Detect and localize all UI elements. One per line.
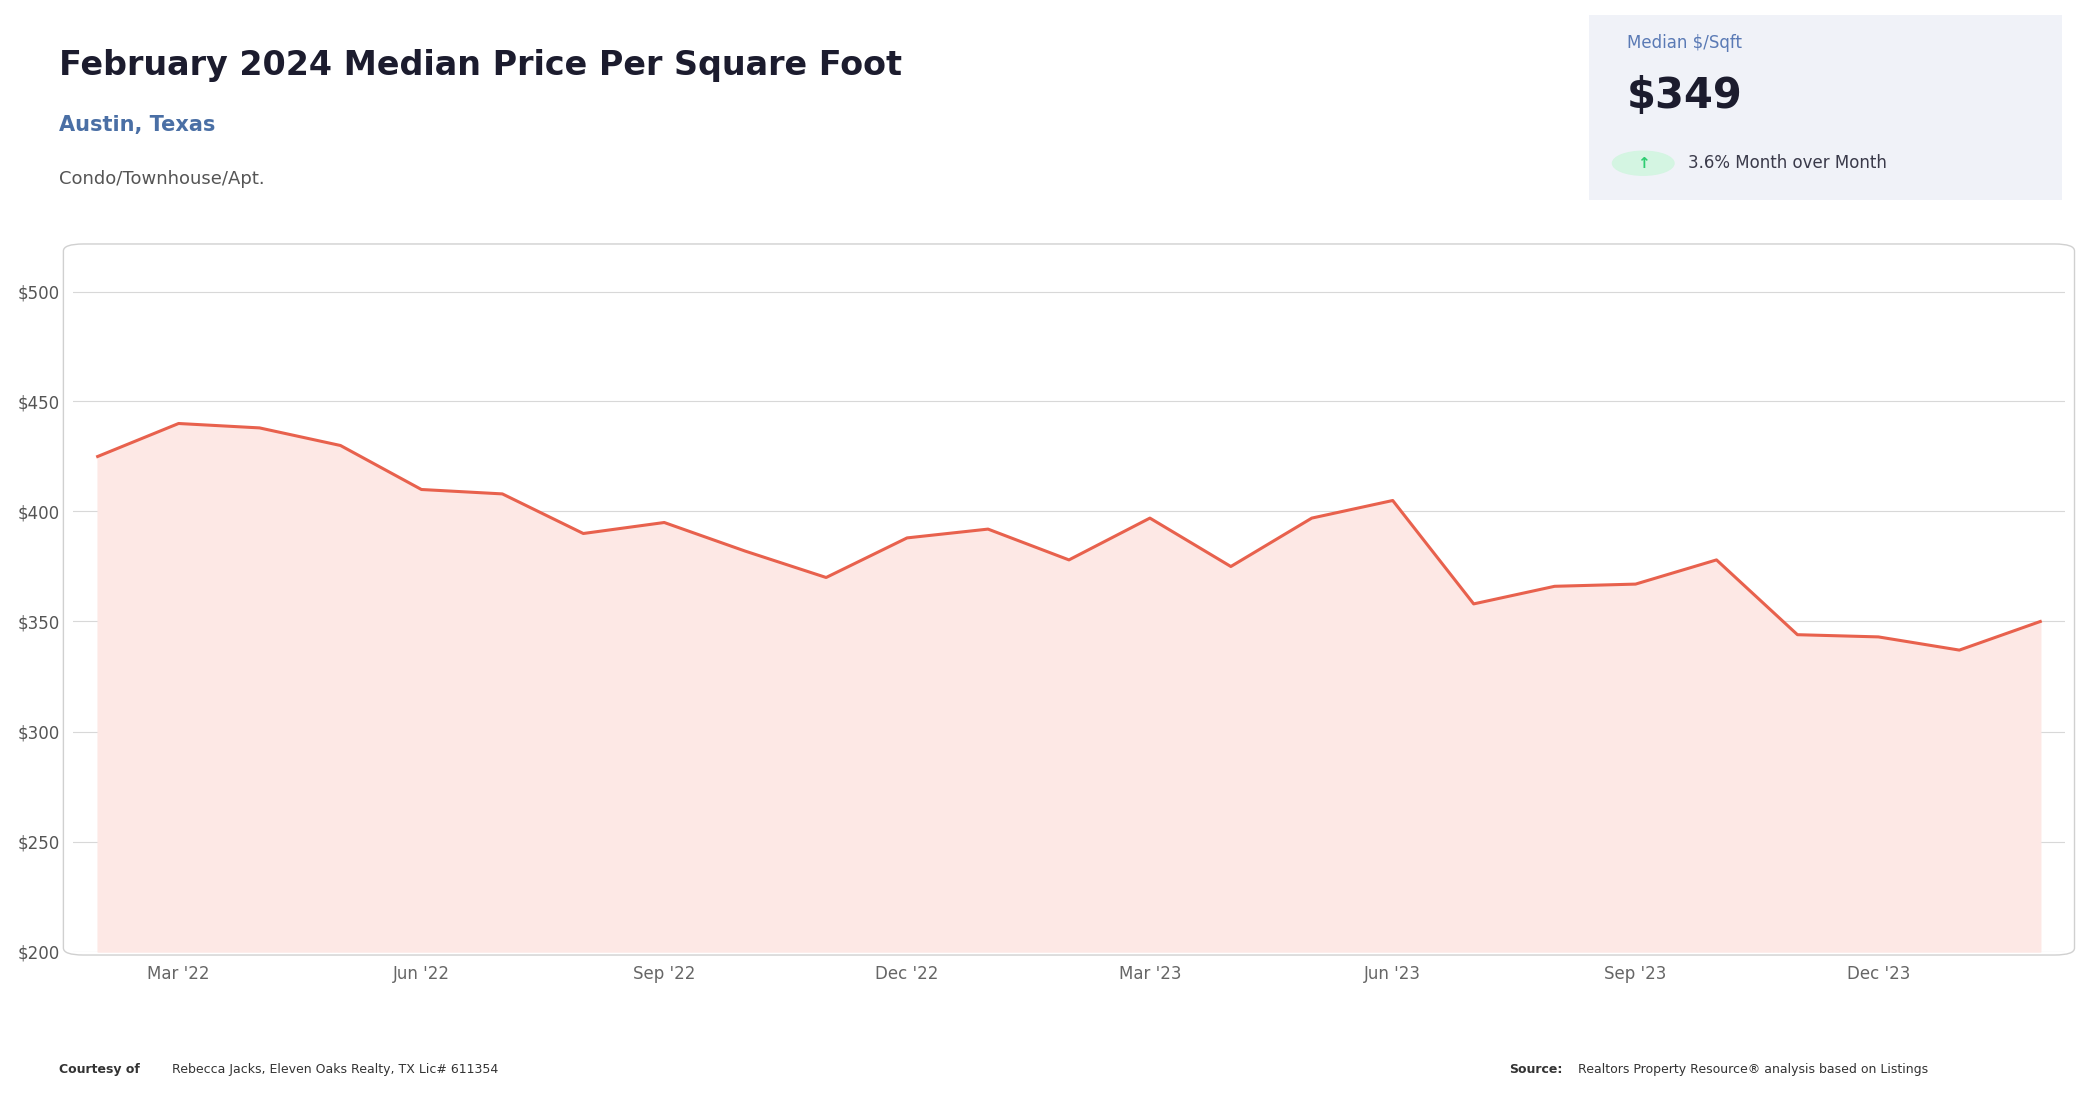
Text: Courtesy of: Courtesy of	[59, 1063, 140, 1076]
Text: Median $/Sqft: Median $/Sqft	[1626, 34, 1742, 52]
Text: Realtors Property Resource® analysis based on Listings: Realtors Property Resource® analysis bas…	[1574, 1063, 1928, 1076]
Text: 3.6% Month over Month: 3.6% Month over Month	[1687, 154, 1886, 173]
Text: ↑: ↑	[1637, 156, 1650, 170]
Text: Source:: Source:	[1509, 1063, 1562, 1076]
Text: Austin, Texas: Austin, Texas	[59, 116, 216, 135]
Text: Condo/Townhouse/Apt.: Condo/Townhouse/Apt.	[59, 170, 264, 188]
Text: $349: $349	[1626, 75, 1742, 117]
Text: Rebecca Jacks, Eleven Oaks Realty, TX Lic# 611354: Rebecca Jacks, Eleven Oaks Realty, TX Li…	[168, 1063, 499, 1076]
Circle shape	[1612, 151, 1675, 175]
Text: February 2024 Median Price Per Square Foot: February 2024 Median Price Per Square Fo…	[59, 50, 901, 82]
